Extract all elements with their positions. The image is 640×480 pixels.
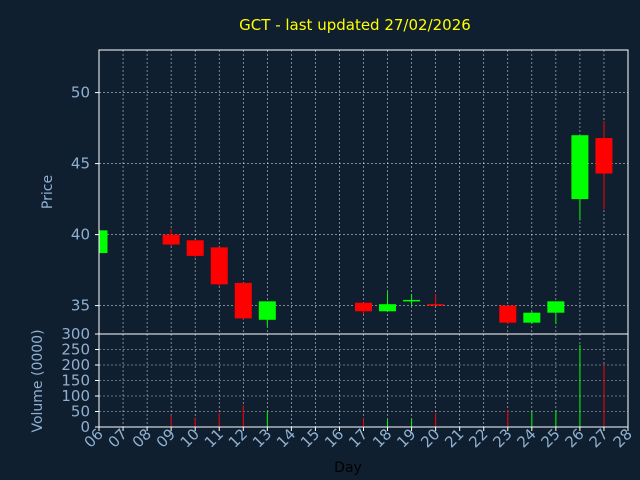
volume-bars-layer [170,344,605,427]
candle-body [186,240,204,256]
x-tick-label: 08 [129,425,155,451]
candle-body [210,247,228,285]
candle-body [403,299,421,302]
x-tick-label: 19 [393,425,419,451]
candle-body [523,312,541,323]
chart-title: GCT - last updated 27/02/2026 [239,16,471,34]
axes-layer: 3540455005010015020025030006070809101112… [61,49,636,451]
x-tick-label: 28 [610,425,636,451]
x-tick-label: 16 [321,425,347,451]
x-tick-label: 20 [417,425,443,451]
volume-tick-label: 300 [61,325,90,343]
candle-body [258,301,276,320]
price-axis-label: Price [40,175,56,209]
volume-tick-label: 250 [61,341,90,359]
x-tick-label: 15 [297,425,323,451]
x-tick-label: 23 [489,425,515,451]
price-tick-label: 45 [71,155,90,173]
x-tick-label: 12 [225,425,251,451]
x-tick-label: 25 [537,425,563,451]
price-tick-label: 35 [71,297,90,315]
x-tick-label: 24 [513,425,539,451]
x-tick-label: 07 [105,425,131,451]
candle-body [427,304,445,306]
volume-tick-label: 150 [61,372,90,390]
volume-tick-label: 0 [80,418,90,436]
x-tick-label: 27 [586,425,612,451]
candle-body [162,234,180,245]
x-tick-label: 10 [177,425,203,451]
volume-axis-label: Volume (0000) [30,329,46,432]
x-tick-label: 13 [249,425,275,451]
x-tick-label: 26 [562,425,588,451]
candle-body [547,301,565,313]
x-tick-label: 18 [369,425,395,451]
candle-body [99,230,108,254]
x-tick-label: 21 [441,425,467,451]
price-tick-label: 40 [71,226,90,244]
x-axis-label: Day [334,460,362,476]
volume-tick-label: 50 [71,403,90,421]
x-tick-label: 14 [273,425,299,451]
x-tick-label: 17 [345,425,371,451]
x-tick-label: 11 [201,425,227,451]
price-tick-label: 50 [71,84,90,102]
candle-body [499,305,517,323]
candle-body [571,135,589,200]
candle-body [595,138,613,174]
x-tick-label: 09 [153,425,179,451]
candle-body [379,304,397,312]
x-tick-label: 22 [465,425,491,451]
candle-body [234,282,252,319]
volume-tick-label: 200 [61,356,90,374]
candles-layer [98,121,613,327]
volume-tick-label: 100 [61,387,90,405]
candle-body [355,302,372,312]
